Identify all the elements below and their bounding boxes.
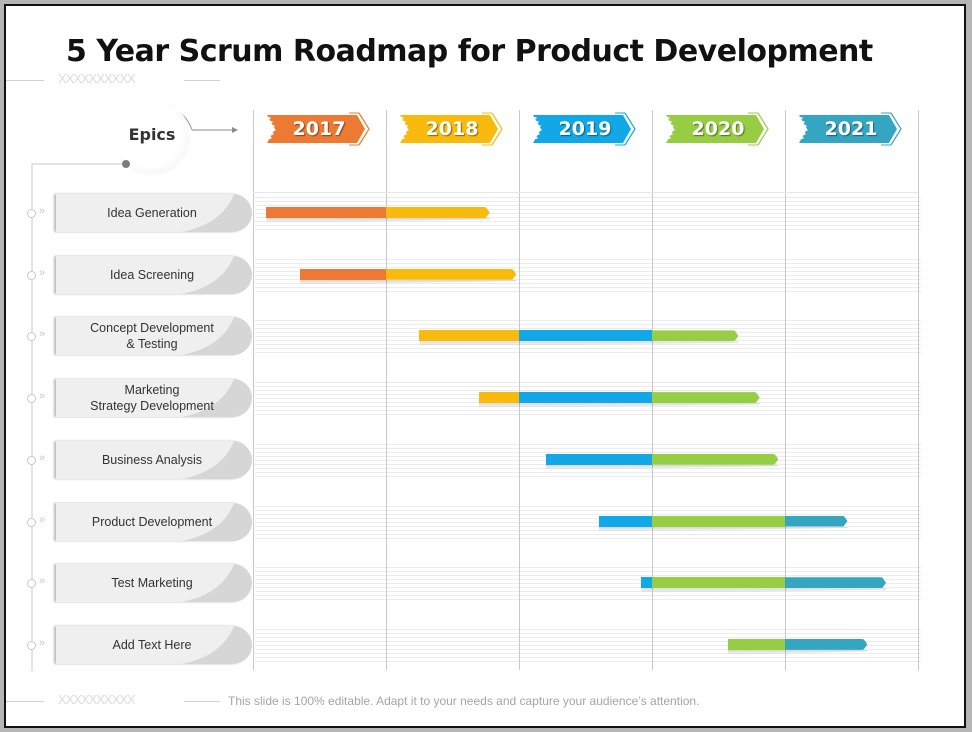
epic-label-pill: Idea Generation (56, 194, 252, 232)
gantt-bar-segment-2021 (785, 639, 867, 650)
year-gridline (519, 110, 520, 670)
epics-connector (31, 160, 130, 671)
epic-label-pill: Idea Screening (56, 255, 252, 294)
year-banner-2017: 2017 (265, 112, 371, 146)
double-chevron-icon: » (39, 328, 46, 341)
gantt-bar-segment-2020 (652, 454, 778, 465)
gantt-bar-segment-2019 (519, 330, 652, 342)
gantt-bar-segment-2020 (652, 330, 738, 341)
divider (6, 80, 44, 81)
year-label: 2020 (691, 118, 745, 140)
bar-shadow (727, 649, 868, 655)
gantt-bar-segment-2019 (519, 392, 652, 404)
double-chevron-icon: » (39, 513, 46, 526)
gantt-bar-segment-2017 (266, 207, 386, 218)
gantt-bar-segment-2018 (479, 392, 519, 404)
bullet-circle-icon (27, 270, 36, 280)
header-baseline (253, 192, 918, 193)
year-label: 2019 (558, 118, 612, 140)
epic-label: Idea Screening (109, 267, 195, 282)
year-arrow-icon (533, 112, 636, 146)
bar-shadow (299, 279, 517, 285)
epic-label-pill: Concept Development & Testing (56, 317, 252, 356)
bullet-circle-icon (27, 332, 36, 342)
year-banner-2018: 2018 (398, 112, 504, 146)
year-label: 2018 (425, 118, 479, 140)
gantt-bar-segment-2019 (641, 577, 652, 589)
epic-label-pill: Test Marketing (56, 564, 252, 603)
double-chevron-icon: » (39, 451, 46, 464)
bullet-circle-icon (27, 579, 36, 589)
bar-shadow (598, 526, 848, 532)
gantt-bar-segment-2018 (386, 207, 490, 218)
epic-label-pill: Product Development (56, 502, 252, 541)
double-chevron-icon: » (39, 575, 46, 588)
gantt-bar-segment-2018 (419, 330, 519, 342)
year-banner-2021: 2021 (797, 112, 903, 146)
epic-label-pill: Business Analysis (56, 440, 252, 479)
gantt-bar-segment-2020 (652, 577, 785, 589)
bullet-circle-icon (27, 517, 36, 527)
epic-label: Concept Development & Testing (90, 321, 214, 352)
gantt-bar-segment-2021 (785, 577, 886, 588)
epic-label: Add Text Here (112, 637, 192, 652)
epic-label: Product Development (91, 514, 213, 529)
bar-shadow (479, 403, 760, 409)
year-label: 2021 (824, 118, 878, 140)
double-chevron-icon: » (39, 636, 46, 649)
gantt-bar-segment-2020 (727, 638, 785, 650)
bullet-circle-icon (27, 209, 36, 218)
year-gridline (785, 110, 786, 670)
double-chevron-icon: » (39, 205, 46, 217)
year-arrow-icon (400, 112, 503, 146)
gantt-bar-segment-2019 (598, 515, 652, 527)
divider (6, 701, 44, 702)
gantt-bar-segment-2020 (652, 392, 760, 403)
bullet-circle-icon (27, 455, 36, 465)
bar-shadow (545, 464, 779, 470)
divider (184, 80, 220, 81)
year-arrow-icon (666, 112, 769, 146)
year-gridline (253, 110, 254, 670)
epic-label-pill: Add Text Here (56, 625, 252, 664)
bar-shadow (419, 341, 739, 347)
bullet-circle-icon (27, 640, 36, 650)
year-gridline (652, 110, 653, 670)
gantt-bar-segment-2019 (545, 453, 652, 465)
year-banner-2019: 2019 (531, 112, 637, 146)
year-gridline (918, 110, 919, 670)
slide: 5 Year Scrum Roadmap for Product Develop… (4, 4, 966, 728)
gantt-bar-segment-2020 (652, 515, 785, 527)
decoration-x-bottom: XXXXXXXXXX (58, 692, 136, 707)
year-arrow-icon (267, 112, 370, 146)
epic-label-pill: Marketing Strategy Development (56, 379, 252, 418)
epic-label: Idea Generation (107, 206, 197, 220)
page-title: 5 Year Scrum Roadmap for Product Develop… (66, 34, 873, 69)
double-chevron-icon: » (39, 390, 46, 403)
epics-label: Epics (128, 125, 176, 144)
year-label: 2017 (292, 118, 346, 140)
year-arrow-icon (799, 112, 902, 146)
bar-shadow (641, 588, 887, 594)
decoration-x-top: XXXXXXXXXX (58, 71, 136, 86)
epic-label: Business Analysis (101, 452, 203, 467)
bullet-circle-icon (27, 394, 36, 404)
year-banner-2020: 2020 (664, 112, 770, 146)
year-gridline (386, 110, 387, 670)
double-chevron-icon: » (39, 266, 46, 279)
epic-label: Test Marketing (111, 576, 193, 591)
gantt-bar-segment-2017 (299, 268, 386, 280)
divider (184, 701, 220, 702)
gantt-bar-segment-2018 (386, 269, 516, 280)
bar-shadow (266, 218, 490, 223)
footer-note: This slide is 100% editable. Adapt it to… (228, 694, 700, 708)
gantt-bar-segment-2021 (785, 516, 848, 527)
epic-label: Marketing Strategy Development (90, 383, 214, 414)
